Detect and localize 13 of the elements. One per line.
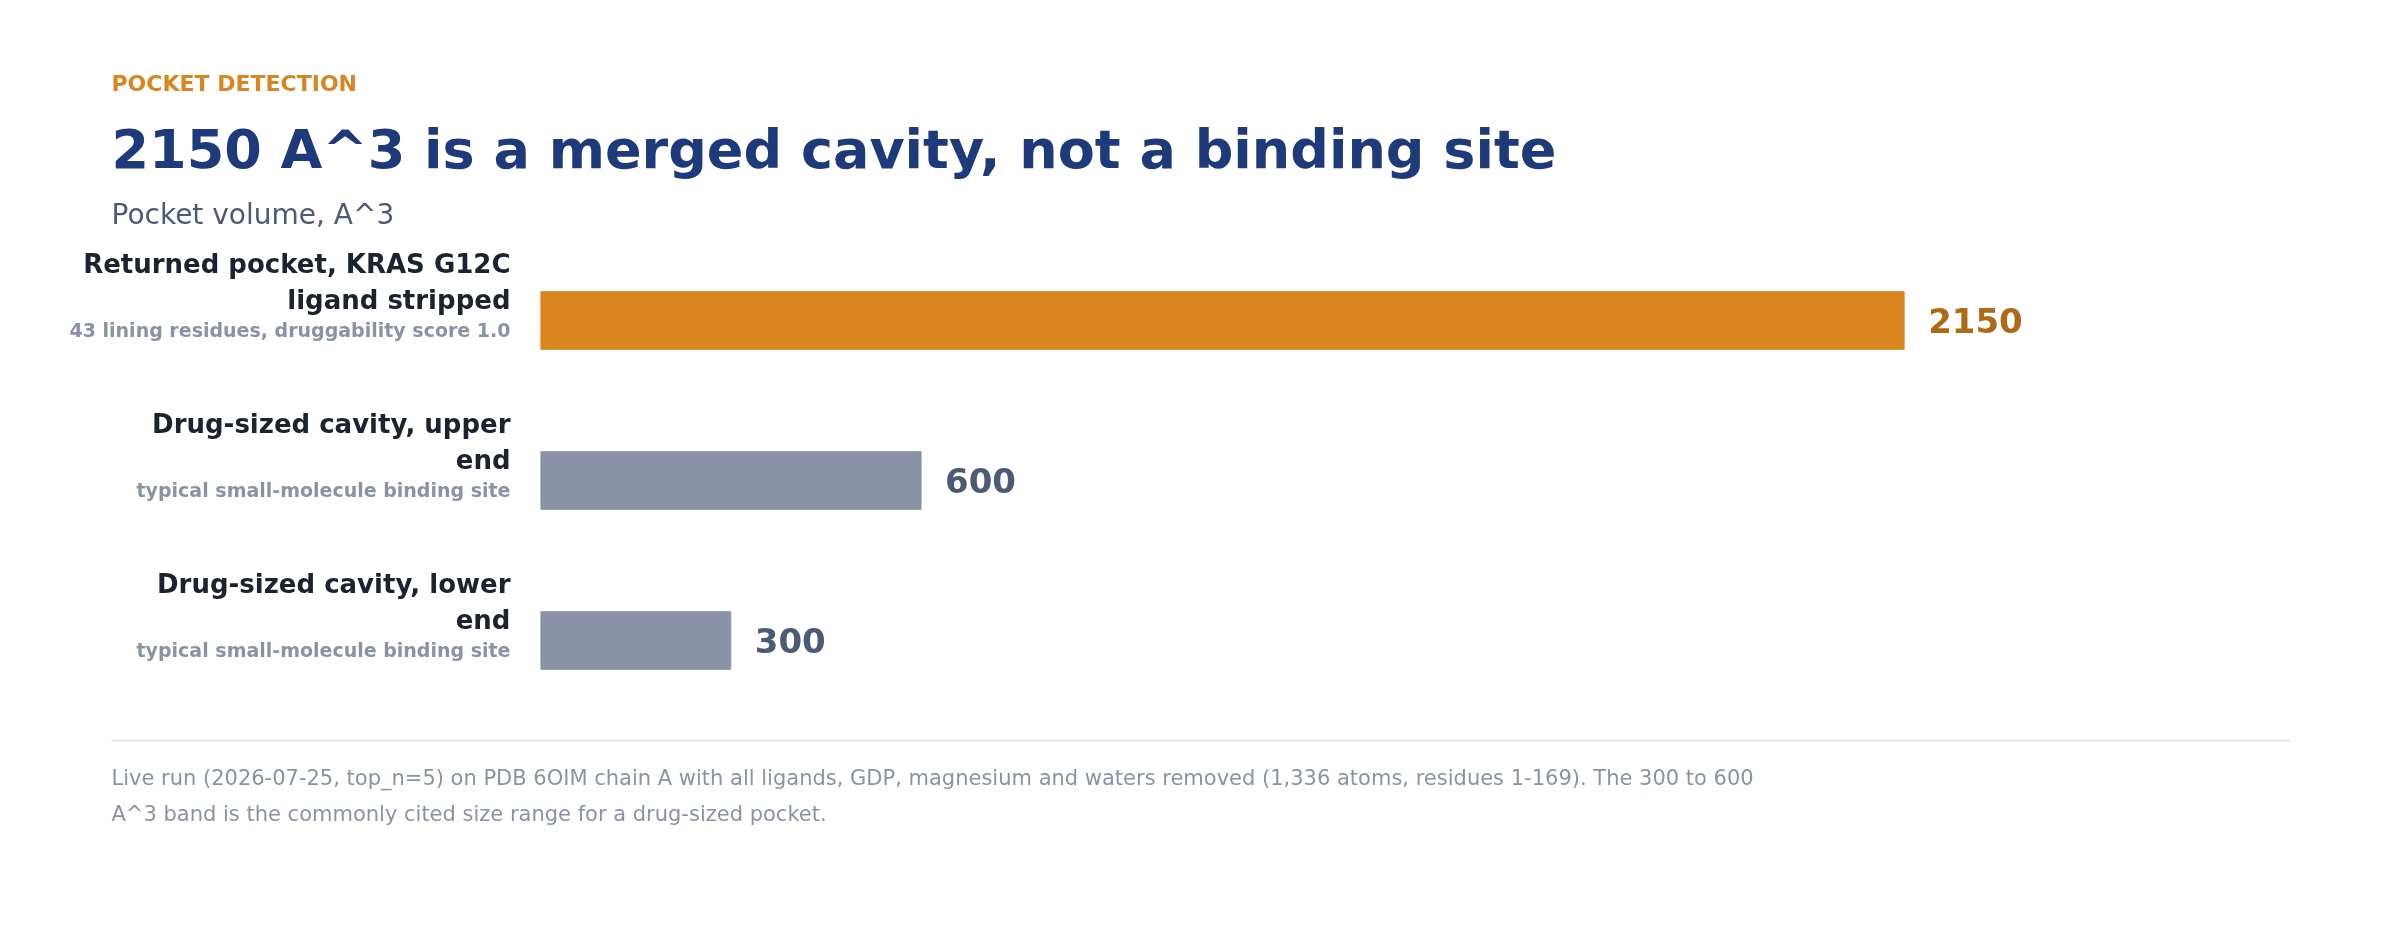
data-label: 600 [945,461,1017,501]
y-tick-label: Drug-sized cavity, upper end [152,408,511,475]
y-tick-label: Returned pocket, KRAS G12C ligand stripped [83,248,511,315]
data-label: 300 [754,621,826,661]
text: POCKET DETECTION [111,70,357,96]
chart-title: 2150 A^3 is a merged cavity, not a binding site [111,117,1557,181]
data-label: 2150 [1928,301,2023,341]
text: Live run (2026-07-25, top_n=5) on PDB 6OIM chain A with all ligands, GDP, magnesium and waters removed (1,336 atoms, residues 1-169). The 300 to 600 A^3 band is the commonly cited size range for a drug-sized pocket. [111,765,1754,826]
text: Pocket volume, A^3 [111,197,395,231]
text: typical small-molecule binding site [136,638,511,661]
y-tick-label: Drug-sized cavity, lower end [157,568,511,635]
text: 43 lining residues, druggability score 1.0 [69,318,511,341]
text: typical small-molecule binding site [136,478,511,501]
